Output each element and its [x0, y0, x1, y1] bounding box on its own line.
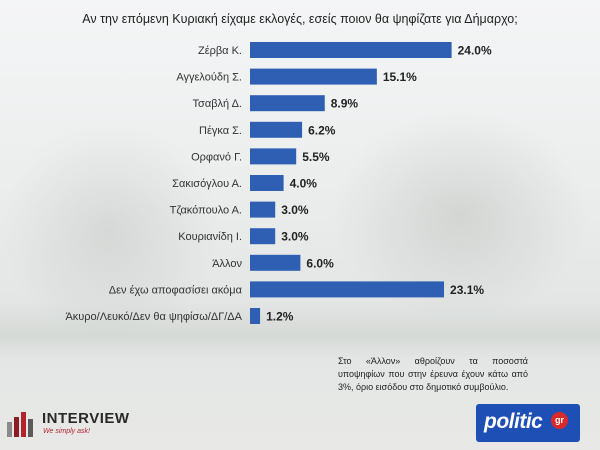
value-label: 1.2%: [266, 310, 294, 324]
value-label: 24.0%: [458, 44, 492, 58]
bar: [250, 201, 276, 218]
bar: [250, 228, 276, 245]
value-label: 4.0%: [290, 177, 318, 191]
value-label: 15.1%: [383, 70, 417, 84]
bar: [250, 254, 301, 271]
politic-gr-badge: gr: [551, 412, 568, 429]
bar: [250, 175, 284, 191]
bar: [250, 308, 261, 324]
category-label: Τσαβλή Δ.: [193, 98, 242, 110]
category-label: Άκυρο/Λευκό/Δεν θα ψηφίσω/ΔΓ/ΔΑ: [65, 311, 242, 323]
politic-logo: politic gr: [476, 404, 580, 442]
interview-logo: INTERVIEW We simply ask!: [6, 406, 146, 442]
bar: [250, 68, 377, 85]
interview-logo-text: INTERVIEW: [42, 410, 130, 427]
category-label: Ορφανό Γ.: [191, 151, 242, 163]
value-label: 23.1%: [450, 283, 484, 297]
value-label: 3.0%: [281, 203, 309, 217]
interview-tagline: We simply ask!: [43, 428, 90, 435]
category-label: Αγγελούδη Σ.: [176, 72, 242, 84]
category-label: Δεν έχω αποφασίσει ακόμα: [109, 284, 243, 296]
category-label: Άλλον: [212, 258, 242, 270]
background-building-shape: [0, 120, 220, 340]
category-label: Τζακόπουλο Α.: [170, 205, 242, 217]
value-label: 5.5%: [302, 150, 330, 164]
bar: [250, 42, 452, 58]
chart-title: Αν την επόμενη Κυριακή είχαμε εκλογές, ε…: [82, 12, 518, 26]
bar: [250, 281, 445, 298]
category-label: Πέγκα Σ.: [199, 125, 242, 137]
value-label: 6.2%: [308, 123, 336, 137]
value-label: 6.0%: [306, 256, 334, 270]
value-label: 3.0%: [281, 230, 309, 244]
politic-logo-text: politic: [484, 410, 543, 433]
footnote: Στο «Άλλον» αθροίζουν τα ποσοστά υποψηφί…: [338, 356, 528, 392]
value-label: 8.9%: [331, 97, 359, 111]
bar: [250, 121, 303, 138]
interview-logo-mark-icon: [7, 412, 33, 437]
bar: [250, 95, 325, 112]
category-label: Ζέρβα Κ.: [198, 45, 242, 57]
category-label: Σακισόγλου Α.: [172, 178, 242, 190]
category-label: Κουριανίδη Ι.: [178, 231, 242, 243]
background-ground: [0, 300, 600, 360]
bar: [250, 148, 297, 165]
